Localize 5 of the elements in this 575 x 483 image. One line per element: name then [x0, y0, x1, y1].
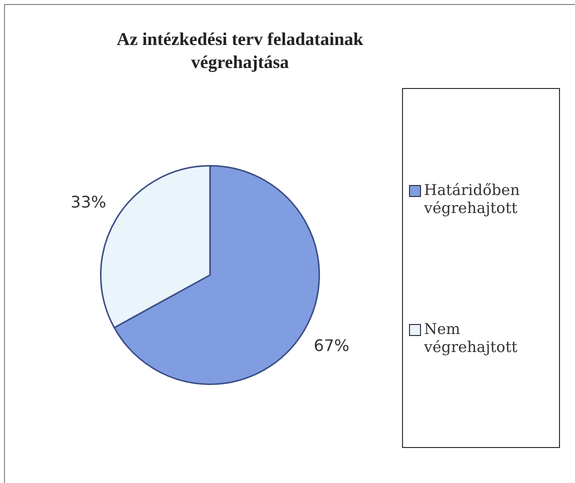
data-label: 33% [70, 192, 106, 212]
chart-title: Az intézkedési terv feladatainak végrehajtása [116, 28, 364, 73]
data-label: 67% [314, 336, 350, 356]
legend-label: Nem végrehajtott [424, 320, 518, 356]
legend-label: Határidőben végrehajtott [424, 180, 521, 216]
